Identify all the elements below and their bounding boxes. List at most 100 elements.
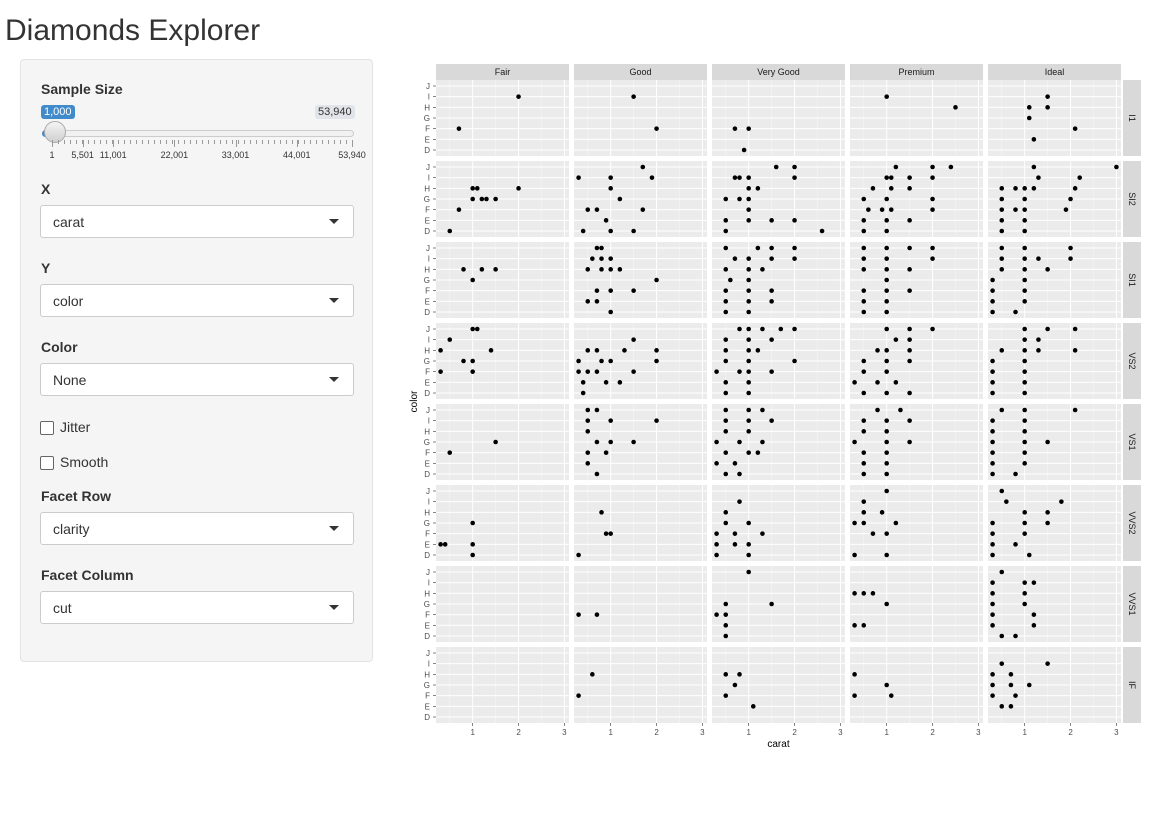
y-tick-label: G [424, 276, 430, 285]
data-point [760, 326, 765, 332]
data-point [746, 542, 751, 547]
data-point [714, 552, 719, 558]
data-point [755, 186, 761, 191]
facet-row-strip [1123, 566, 1141, 642]
data-point [792, 175, 797, 180]
data-point [746, 126, 751, 131]
y-tick-label: F [425, 206, 430, 215]
y-select[interactable]: color [40, 284, 354, 317]
sample-size-slider-track[interactable] [42, 130, 354, 137]
x-tick-label: 1 [608, 728, 613, 737]
data-point [746, 348, 751, 353]
facet-row-strip [1123, 242, 1141, 318]
data-point [1013, 207, 1018, 212]
x-tick-label: 2 [792, 728, 797, 737]
data-point [755, 450, 761, 455]
y-tick-label: J [426, 244, 430, 253]
data-point [861, 450, 867, 455]
y-tick-label: F [425, 449, 430, 458]
slider-minor-tick [82, 140, 83, 144]
facet-row-strip [1123, 323, 1141, 399]
data-point [447, 228, 453, 234]
x-tick-label: 2 [654, 728, 659, 737]
data-point [990, 418, 995, 423]
y-tick-label: J [426, 163, 430, 172]
data-point [631, 94, 636, 99]
checkbox-box[interactable] [40, 456, 54, 470]
data-point [884, 218, 889, 223]
checkbox-box[interactable] [40, 421, 54, 435]
data-point [861, 390, 867, 396]
data-point [792, 245, 797, 251]
facet-row-strip [1123, 80, 1141, 156]
facet-row-select[interactable]: clarity [40, 512, 354, 545]
data-point [884, 288, 889, 293]
facet-row-label: VVS1 [1127, 592, 1137, 615]
data-point [907, 186, 912, 191]
data-point [732, 461, 738, 466]
data-point [1022, 207, 1027, 212]
data-point [723, 245, 729, 251]
data-point [907, 348, 912, 353]
data-point [516, 186, 521, 191]
data-point [1022, 256, 1027, 261]
data-point [907, 288, 912, 293]
y-tick-label: G [424, 519, 430, 528]
data-point [792, 358, 797, 364]
x-select[interactable]: carat [40, 205, 354, 238]
data-point [594, 407, 600, 413]
data-point [603, 450, 609, 455]
data-point [654, 277, 659, 283]
sample-size-slider-handle[interactable] [44, 121, 66, 143]
data-point [608, 309, 613, 315]
slider-major-tick [52, 140, 53, 147]
data-point [746, 196, 751, 202]
y-tick-label: F [425, 611, 430, 620]
y-tick-label: D [424, 227, 430, 236]
x-tick-label: 2 [1068, 728, 1073, 737]
facet-panel [436, 80, 569, 156]
data-point [474, 326, 480, 332]
data-point [1022, 369, 1027, 374]
data-point [580, 228, 586, 234]
data-point [1045, 520, 1050, 526]
data-point [1031, 137, 1037, 142]
x-tick-label: 2 [516, 728, 521, 737]
y-tick-label: I [428, 498, 430, 507]
facet-panel [988, 485, 1121, 561]
slider-minor-tick [310, 140, 311, 144]
data-point [1022, 390, 1027, 396]
data-point [1022, 461, 1027, 466]
data-point [631, 337, 636, 342]
data-point [1022, 450, 1027, 455]
data-point [1072, 326, 1078, 332]
data-point [732, 682, 738, 688]
data-point [930, 256, 935, 261]
data-point [608, 186, 613, 191]
facet-panel [850, 647, 983, 723]
y-tick-label: H [424, 184, 430, 193]
data-point [930, 245, 935, 251]
data-point [884, 429, 889, 434]
facet-column-select[interactable]: cut [40, 591, 354, 624]
slider-minor-tick [322, 140, 323, 144]
data-point [723, 520, 729, 526]
data-point [990, 309, 995, 315]
data-point [580, 390, 586, 396]
y-tick-label: H [424, 346, 430, 355]
data-point [447, 337, 453, 342]
data-point [746, 256, 751, 261]
color-select[interactable]: None [40, 363, 354, 396]
data-point [861, 358, 867, 364]
facet-panel [988, 80, 1121, 156]
slider-minor-tick [112, 140, 113, 144]
data-point [1059, 499, 1064, 504]
data-point [438, 369, 443, 374]
y-tick-label: E [425, 621, 430, 630]
data-point [746, 429, 751, 434]
data-point [608, 439, 613, 445]
facet-row-label: VS1 [1127, 433, 1137, 450]
data-point [723, 672, 729, 677]
slider-minor-tick [166, 140, 167, 144]
data-point [516, 94, 521, 99]
